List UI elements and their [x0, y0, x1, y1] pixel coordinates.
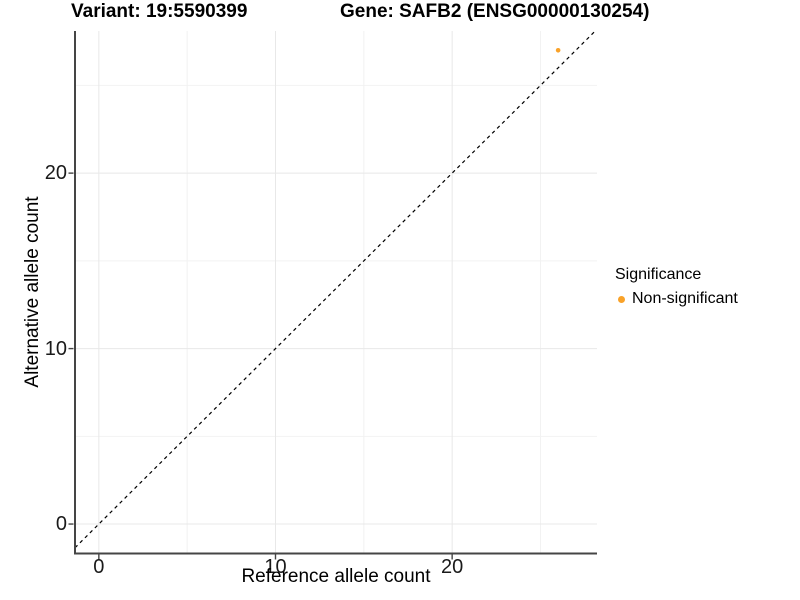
y-axis-title: Alternative allele count [22, 196, 43, 388]
data-point [555, 48, 561, 53]
legend-title: Significance [615, 266, 702, 283]
x-tick-label: 0 [93, 556, 105, 578]
legend-key-dot-icon [618, 295, 625, 303]
variant-title: Variant: 19:5590399 [71, 1, 248, 22]
x-tick-label: 10 [264, 556, 287, 578]
x-axis-title: Reference allele count [241, 566, 431, 587]
x-tick-label: 20 [441, 556, 464, 578]
legend-item-label: Non-significant [632, 290, 738, 307]
y-tick-label: 10 [44, 337, 67, 360]
legend-item: Non-significant [613, 290, 738, 308]
y-tick-label: 20 [44, 162, 67, 185]
identity-line [74, 30, 596, 549]
y-tick-label: 0 [55, 513, 67, 536]
legend: Significance Non-significant [613, 266, 738, 308]
gene-title: Gene: SAFB2 (ENSG00000130254) [340, 1, 650, 22]
